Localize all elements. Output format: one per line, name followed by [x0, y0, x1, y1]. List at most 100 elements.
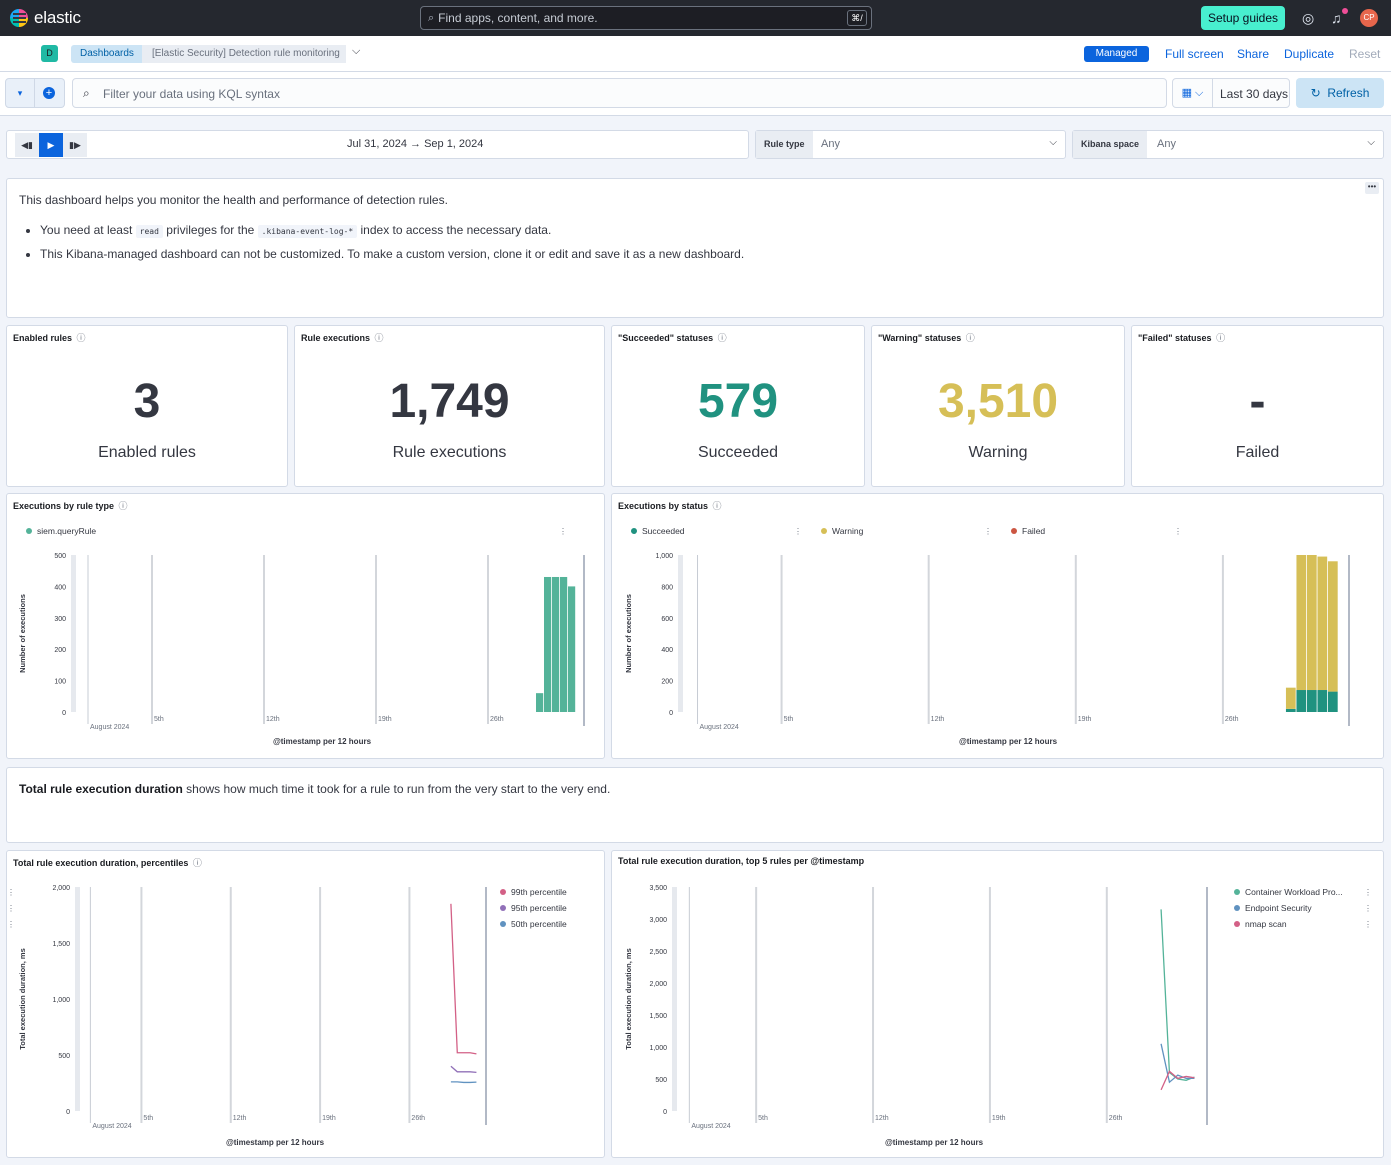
y-tick-label: 300 — [54, 616, 66, 623]
legend-menu-icon: ⋮ — [1364, 904, 1372, 913]
bar — [1296, 690, 1307, 712]
reset-link[interactable]: Reset — [1349, 47, 1381, 61]
panel-title: Rule executions ⓘ — [301, 331, 384, 344]
chart-panel-executions-by-status: Executions by status ⓘ August 2024 5th 12t… — [611, 493, 1384, 759]
kibana-space-control[interactable]: Kibana space Any ⌵ — [1072, 130, 1384, 159]
notifications-icon[interactable]: ♫ — [1331, 10, 1342, 26]
bar — [568, 586, 576, 712]
add-filter-button[interactable]: + — [35, 78, 65, 108]
bar — [1285, 687, 1296, 709]
breadcrumb-dashboards[interactable]: Dashboards — [71, 45, 143, 63]
y-tick-label: 2,500 — [649, 949, 667, 956]
search-icon: ⌕ — [83, 86, 90, 100]
x-tick-label: August 2024 — [700, 724, 739, 731]
metric-label: Enabled rules — [98, 444, 196, 461]
panel-options-icon[interactable]: ••• — [1365, 182, 1379, 194]
axis-scrub-band — [71, 555, 76, 712]
date-picker[interactable]: ▦ ⌵ Last 30 days — [1172, 78, 1290, 108]
panel-title-text: "Succeeded" statuses — [618, 333, 714, 343]
chevron-down-icon[interactable]: ⌵ — [1049, 137, 1057, 148]
metric-panel-succeeded: "Succeeded" statuses ⓘ 579 Succeeded — [611, 325, 865, 487]
panel-title-text: Rule executions — [301, 333, 371, 343]
kql-search-input[interactable]: ⌕ Filter your data using KQL syntax — [72, 78, 1167, 108]
legend-swatch — [1234, 905, 1240, 911]
intro-text: This dashboard helps you monitor the hea… — [19, 193, 448, 207]
metric-label: Succeeded — [697, 444, 779, 461]
info-icon[interactable]: ⓘ — [710, 501, 722, 511]
info-icon[interactable]: ⓘ — [1213, 333, 1226, 343]
time-slider-control[interactable]: ◀▮ ▶ ▮▶ Jul 31, 2024 → Sep 1, 2024 — [6, 130, 749, 159]
x-tick-label: 5th — [784, 716, 794, 723]
metric-value: 3 — [133, 375, 161, 428]
x-tick-label: August 2024 — [92, 1123, 131, 1130]
menu-icon[interactable] — [13, 13, 26, 23]
legend-menu-icon: ⋮ — [984, 527, 992, 536]
metric-value: 1,749 — [389, 375, 510, 428]
series-line — [450, 1065, 477, 1074]
description-text: Total rule execution duration shows how … — [19, 782, 610, 796]
x-tick-label: 12th — [266, 716, 280, 723]
managed-badge-label: Managed — [1095, 48, 1138, 59]
play-icon[interactable]: ▶ — [39, 133, 63, 157]
info-icon[interactable]: ⓘ — [963, 333, 975, 343]
calendar-icon[interactable]: ▦ ⌵ — [1173, 79, 1213, 107]
full-screen-link[interactable]: Full screen — [1165, 47, 1224, 61]
help-icon[interactable]: ◎ — [1302, 10, 1315, 26]
legend-menu-icon: ⋮ — [559, 527, 567, 536]
info-icon[interactable]: ⓘ — [74, 333, 86, 343]
share-link[interactable]: Share — [1237, 47, 1270, 61]
legend-menu-icon: ⋮ — [1364, 888, 1372, 897]
filter-menu-button[interactable]: ▾ — [5, 78, 35, 108]
arrow-right-icon: → — [410, 138, 425, 150]
bar — [1296, 555, 1307, 691]
info-icon[interactable]: ⓘ — [116, 501, 128, 511]
kibana-space-label: Kibana space — [1073, 131, 1148, 158]
notification-dot — [1342, 8, 1348, 14]
legend-label: siem.queryRule — [37, 526, 96, 536]
previous-icon[interactable]: ◀▮ — [15, 133, 39, 157]
y-tick-label: 100 — [54, 679, 66, 686]
user-avatar[interactable]: CP — [1360, 9, 1378, 27]
panel-title: Executions by rule type ⓘ — [13, 499, 128, 512]
date-range-label[interactable]: Last 30 days — [1220, 87, 1289, 101]
refresh-label: Refresh — [1327, 86, 1370, 100]
y-tick-label: 1,500 — [649, 1013, 667, 1020]
y-tick-label: 500 — [54, 553, 66, 560]
info-icon[interactable]: ⓘ — [715, 333, 727, 343]
duplicate-link[interactable]: Duplicate — [1284, 47, 1335, 61]
y-tick-label: 1,000 — [649, 1045, 667, 1052]
chevron-down-icon[interactable]: ⌵ — [1367, 137, 1375, 148]
panel-title: "Failed" statuses ⓘ — [1138, 331, 1225, 344]
panel-title-text: Executions by rule type — [13, 501, 115, 511]
refresh-button[interactable]: ↻ Refresh — [1296, 78, 1384, 108]
panel-title-text: Total rule execution duration, percentil… — [13, 858, 189, 868]
next-icon[interactable]: ▮▶ — [63, 133, 87, 157]
time-range[interactable]: Jul 31, 2024 → Sep 1, 2024 — [347, 138, 483, 150]
chevron-down-icon[interactable]: ⌵ — [352, 45, 361, 57]
bar — [1317, 690, 1328, 712]
bar — [544, 576, 552, 712]
executions-by-status-chart: August 2024 5th 12th 19th 26th 0 200 400 600 800 1… — [624, 526, 1350, 746]
code-read: read — [135, 225, 163, 238]
y-tick-label: 2,000 — [52, 885, 70, 892]
rule-type-control[interactable]: Rule type Any ⌵ — [755, 130, 1066, 159]
space-avatar[interactable]: D — [41, 45, 58, 62]
x-tick-label: 19th — [992, 1115, 1006, 1122]
panel-title-text: "Failed" statuses — [1138, 333, 1212, 343]
bar — [1327, 691, 1338, 712]
setup-guides-button[interactable]: Setup guides — [1201, 6, 1285, 30]
legend-label: 99th percentile — [511, 887, 567, 897]
y-tick-label: 2,000 — [649, 981, 667, 988]
global-search[interactable]: ⌕ Find apps, content, and more. ⌘/ — [420, 6, 872, 30]
metric-label: Failed — [1235, 444, 1280, 461]
info-icon[interactable]: ⓘ — [372, 333, 384, 343]
intro-panel: ••• This dashboard helps you monitor the… — [6, 178, 1384, 318]
chart-panel-duration-top-rules: Total rule execution duration, top 5 rul… — [611, 850, 1384, 1158]
legend-swatch — [1234, 921, 1240, 927]
search-icon: ⌕ — [428, 11, 435, 24]
y-tick-label: 3,000 — [649, 917, 667, 924]
metric-label: Rule executions — [392, 444, 507, 461]
rule-type-label: Rule type — [756, 131, 813, 158]
info-icon[interactable]: ⓘ — [190, 858, 202, 868]
bar — [1285, 708, 1296, 712]
